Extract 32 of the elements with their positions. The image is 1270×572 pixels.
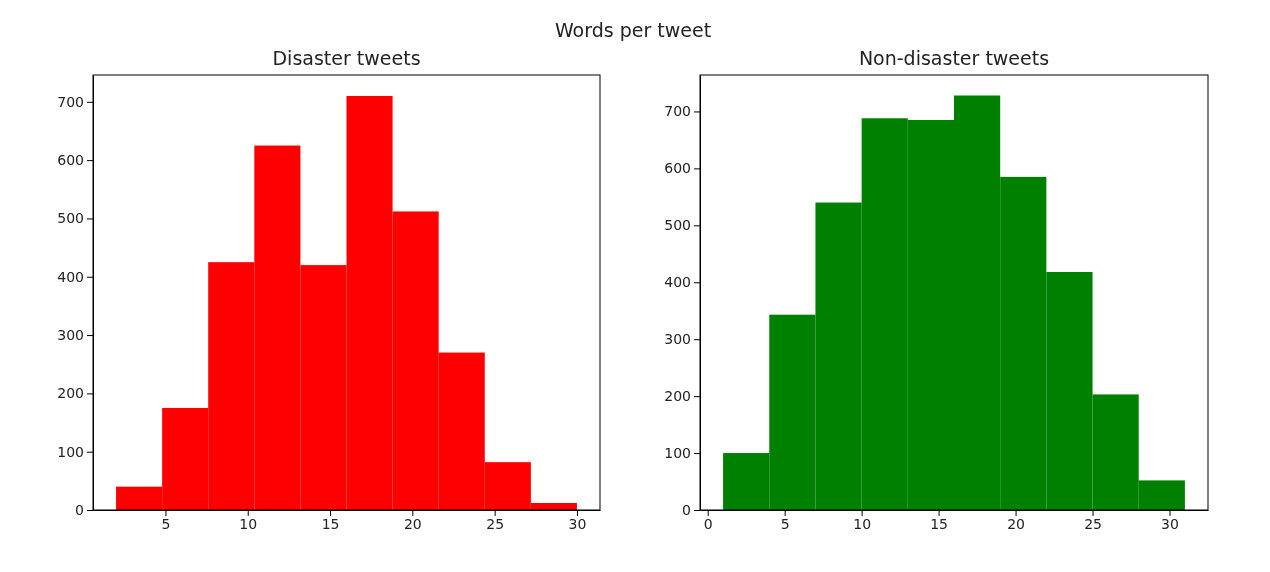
- x-tick-label: 30: [1161, 515, 1179, 532]
- y-tick-label: 400: [57, 268, 84, 285]
- y-tick-label: 400: [664, 274, 691, 291]
- y-tick-label: 0: [682, 501, 691, 518]
- x-tick-label: 10: [239, 515, 258, 532]
- chart-title: Non-disaster tweets: [858, 47, 1050, 69]
- chart-title: Disaster tweets: [272, 47, 421, 69]
- y-tick-label: 300: [57, 327, 84, 344]
- y-tick-label: 200: [664, 388, 691, 405]
- y-tick-label: 600: [57, 152, 84, 169]
- x-tick-label: 15: [321, 515, 340, 532]
- text: Words per tweet: [554, 19, 712, 41]
- y-tick-label: 500: [664, 217, 691, 234]
- x-tick-label: 25: [486, 515, 505, 532]
- x-tick-label: 20: [403, 515, 422, 532]
- x-tick-label: 25: [1084, 515, 1102, 532]
- x-tick-label: 10: [853, 515, 872, 532]
- y-tick-label: 200: [57, 385, 84, 402]
- y-tick-label: 600: [664, 160, 691, 177]
- y-tick-label: 100: [664, 445, 691, 462]
- y-tick-label: 100: [57, 443, 84, 460]
- x-tick-label: 30: [568, 515, 587, 532]
- x-tick-label: 15: [930, 515, 949, 532]
- x-tick-label: 5: [161, 515, 171, 532]
- y-tick-label: 700: [664, 103, 691, 120]
- x-tick-label: 5: [780, 515, 790, 532]
- y-tick-label: 700: [57, 93, 84, 110]
- y-tick-label: 300: [664, 331, 691, 348]
- y-tick-label: 500: [57, 210, 84, 227]
- x-tick-label: 0: [703, 515, 713, 532]
- y-tick-label: 0: [75, 501, 84, 518]
- x-tick-label: 20: [1007, 515, 1025, 532]
